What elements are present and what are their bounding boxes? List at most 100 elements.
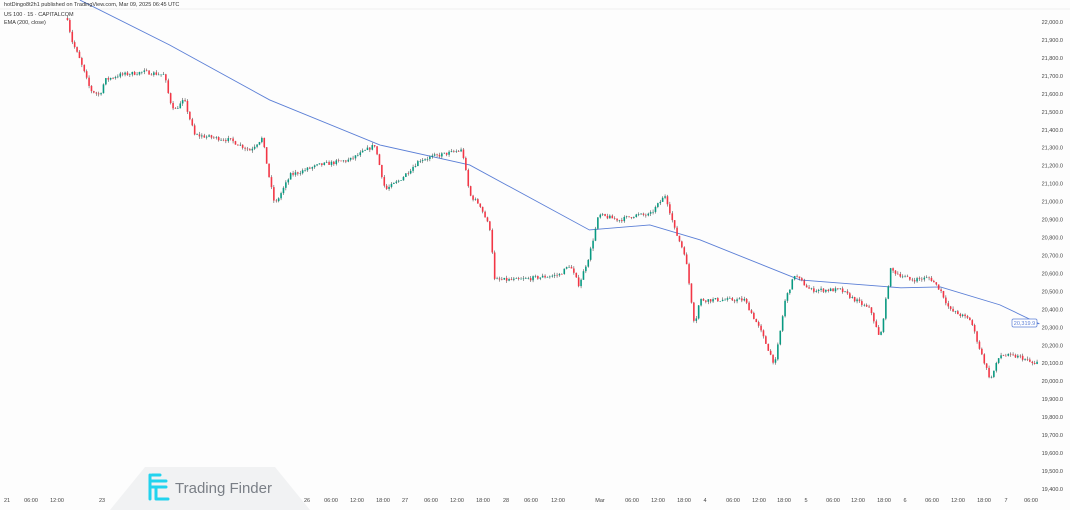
candle-body xyxy=(97,93,100,95)
candle xyxy=(107,76,110,82)
candle xyxy=(484,210,486,218)
candle xyxy=(90,85,93,94)
candle xyxy=(539,277,542,281)
candle xyxy=(681,240,683,249)
candle-body xyxy=(705,300,707,302)
candle xyxy=(114,75,117,80)
candle-body xyxy=(954,311,957,312)
candle-body xyxy=(901,276,904,278)
candle-body xyxy=(601,214,604,215)
candle xyxy=(738,297,741,300)
candle xyxy=(916,276,918,283)
candle xyxy=(837,288,839,291)
candle xyxy=(66,15,69,21)
candle-body xyxy=(431,155,434,157)
candle xyxy=(669,201,671,215)
price-axis[interactable]: 22,000.0 21,900.0 21,800.0 21,700.0 21,600.0… xyxy=(1042,20,1063,493)
time-tick-label: 7 xyxy=(1004,498,1007,504)
candle xyxy=(1014,353,1017,358)
candle xyxy=(1012,352,1014,356)
candle-body xyxy=(335,160,338,165)
time-tick-label: 12:00 xyxy=(951,498,965,504)
candle xyxy=(657,202,659,209)
candle xyxy=(438,152,441,159)
candle-body xyxy=(126,72,129,76)
candle xyxy=(421,158,424,164)
candle-body xyxy=(885,298,887,319)
symbol-legend[interactable]: US 100 · 15 · CAPITALCOM xyxy=(4,12,74,18)
candle-body xyxy=(697,305,700,319)
candle-body xyxy=(683,247,686,255)
candle xyxy=(841,286,844,294)
candle-body xyxy=(496,278,498,280)
candle xyxy=(597,217,599,230)
candle-body xyxy=(678,235,681,242)
candle-body xyxy=(913,280,916,282)
candle xyxy=(750,309,753,314)
candle xyxy=(652,209,654,215)
candle-body xyxy=(640,213,642,215)
candle xyxy=(592,238,594,252)
candle-body xyxy=(505,277,508,281)
candle-body xyxy=(1036,361,1038,365)
candle-body xyxy=(172,103,174,109)
candle-body xyxy=(568,266,570,268)
indicator-legend[interactable]: EMA (200, close) xyxy=(4,20,46,26)
candle-body xyxy=(474,199,477,200)
candle xyxy=(328,160,330,165)
candle xyxy=(1033,360,1036,365)
candle-body xyxy=(940,289,942,292)
candle-body xyxy=(853,297,856,302)
candle-body xyxy=(378,154,381,165)
candle xyxy=(546,276,549,278)
candle xyxy=(493,250,496,281)
candle xyxy=(258,141,261,146)
candle xyxy=(261,136,263,144)
candle xyxy=(577,274,580,288)
candle xyxy=(810,287,813,291)
candle xyxy=(205,135,208,140)
candle-body xyxy=(923,277,926,280)
candle xyxy=(361,148,364,153)
candle-body xyxy=(138,72,141,75)
candle-body xyxy=(105,78,107,85)
candle-body xyxy=(786,293,789,301)
candle xyxy=(119,71,122,79)
candle-body xyxy=(1017,355,1019,358)
candle-body xyxy=(933,280,935,283)
candle xyxy=(954,310,957,314)
candle xyxy=(429,155,431,162)
time-axis[interactable]: 21 06:00 12:00 23 26 06:00 12:00 18:00 27 06:00 12… xyxy=(4,498,1038,504)
candle-body xyxy=(205,136,208,138)
candle-body xyxy=(1002,355,1005,356)
candle xyxy=(1026,356,1029,362)
candle xyxy=(957,309,959,315)
price-tick-label: 20,400.0 xyxy=(1042,307,1063,313)
candle xyxy=(292,170,294,177)
trading-finder-logo-icon xyxy=(148,473,170,501)
candle xyxy=(174,107,177,109)
candle-body xyxy=(841,288,844,293)
candle-body xyxy=(973,325,976,332)
candle xyxy=(306,166,309,172)
candle-body xyxy=(169,93,172,104)
candle-body xyxy=(760,325,762,331)
candle-body xyxy=(292,173,294,175)
candle-body xyxy=(359,152,362,156)
candle-body xyxy=(347,159,350,162)
candle-body xyxy=(791,279,794,290)
candle xyxy=(589,246,592,262)
candle xyxy=(369,146,371,153)
candle xyxy=(321,163,323,167)
candle-body xyxy=(155,72,158,75)
candle-body xyxy=(537,276,539,279)
candle-body xyxy=(424,159,426,161)
candle xyxy=(534,274,537,278)
price-tick-label: 21,700.0 xyxy=(1042,74,1063,80)
candle-body xyxy=(911,279,914,281)
price-tick-label: 21,200.0 xyxy=(1042,164,1063,170)
candle-body xyxy=(1031,361,1034,364)
candle-body xyxy=(942,291,945,298)
ema-line xyxy=(79,0,1040,325)
